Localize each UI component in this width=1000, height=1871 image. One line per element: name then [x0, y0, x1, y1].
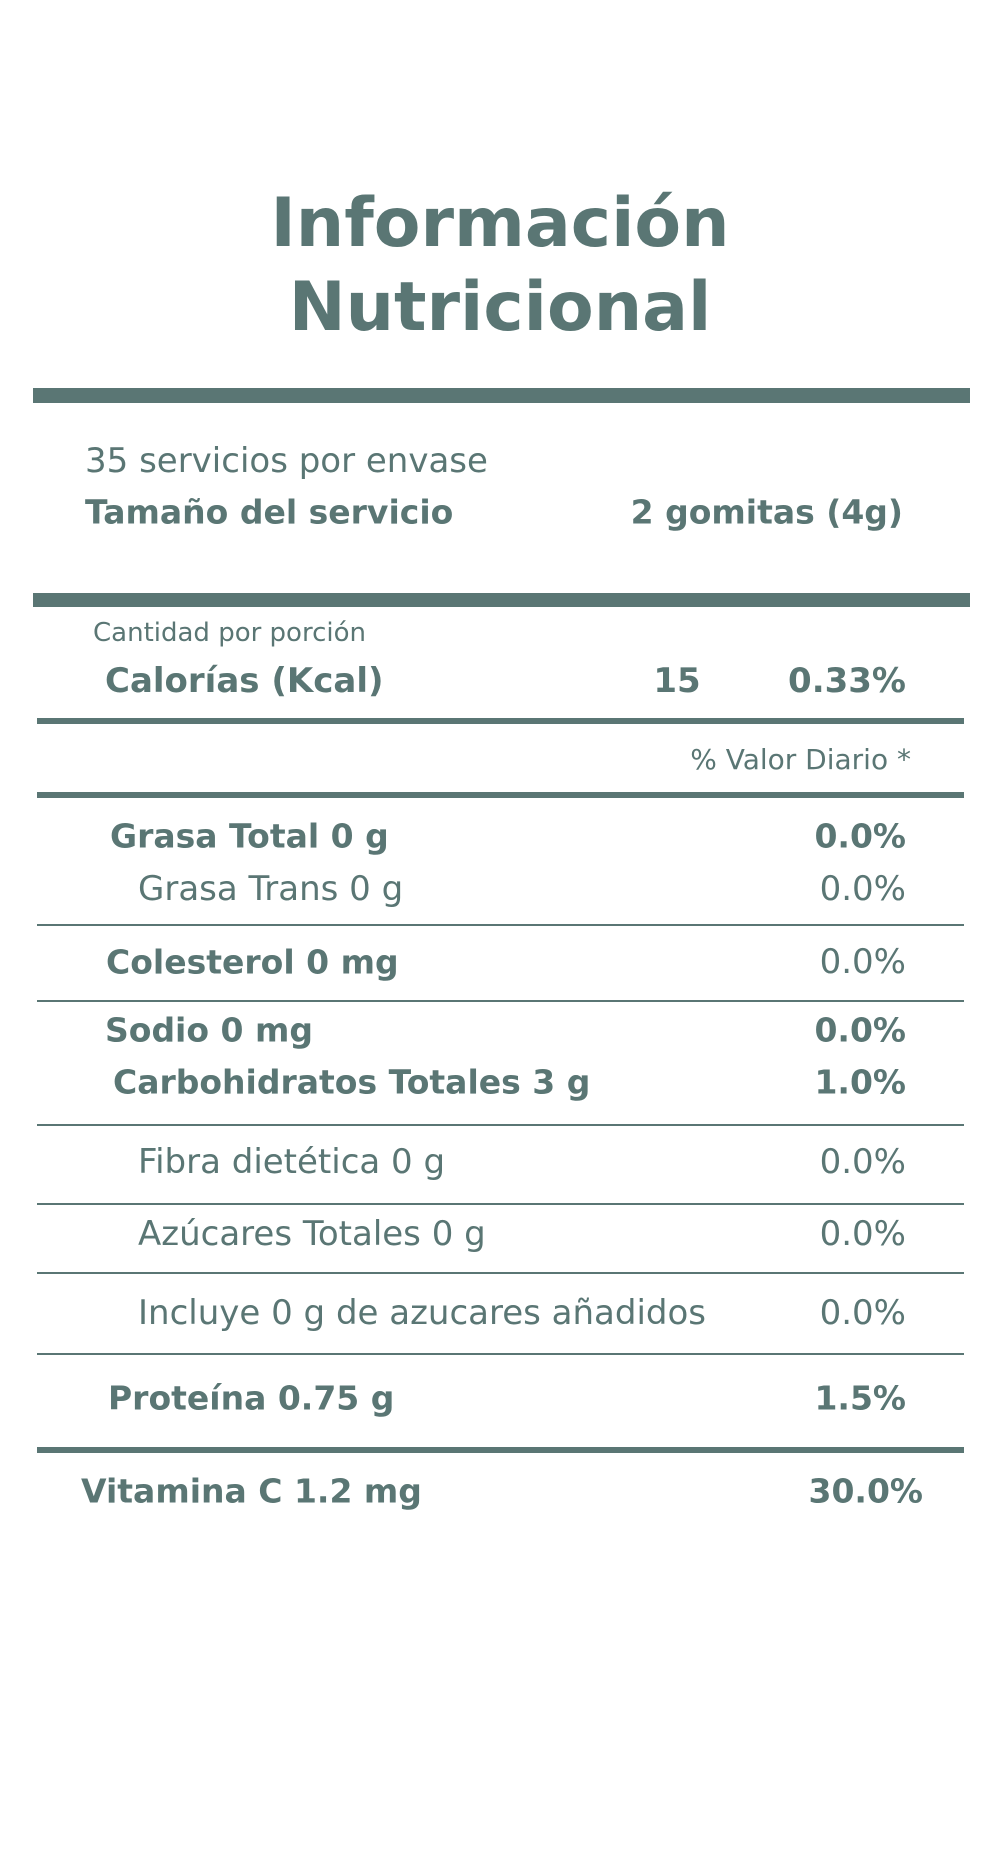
divider — [37, 1272, 964, 1274]
nutrient-percent: 0.0% — [819, 1214, 906, 1254]
nutrient-percent: 0.0% — [819, 1293, 906, 1333]
title: Información — [270, 184, 730, 263]
divider — [37, 1124, 964, 1126]
divider — [37, 924, 964, 926]
divider — [37, 718, 964, 724]
nutrient-label: Proteína 0.75 g — [108, 1378, 395, 1418]
daily-value-header: % Valor Diario * — [690, 743, 911, 776]
calories-label: Calorías (Kcal) — [105, 661, 384, 701]
nutrient-percent: 0.0% — [819, 1142, 906, 1182]
calories-percent: 0.33% — [788, 661, 906, 701]
servings: 35 servicios por envase — [85, 441, 488, 481]
divider — [37, 1000, 964, 1002]
nutrient-label: Sodio 0 mg — [105, 1010, 313, 1050]
divider — [37, 1447, 964, 1453]
divider — [37, 792, 964, 798]
nutrient-label: Grasa Total 0 g — [110, 816, 389, 856]
nutrient-percent: 0.0% — [819, 942, 906, 982]
nutrient-percent: 0.0% — [814, 816, 906, 856]
nutrient-label: Incluye 0 g de azucares añadidos — [138, 1293, 707, 1333]
nutrient-label: Colesterol 0 mg — [106, 942, 399, 982]
nutrient-percent: 0.0% — [819, 869, 906, 909]
nutrient-percent: 1.0% — [814, 1062, 906, 1102]
nutrient-label: Grasa Trans 0 g — [138, 869, 404, 909]
nutrient-percent: 1.5% — [814, 1378, 906, 1418]
divider — [37, 1353, 964, 1355]
amount-per-serving: Cantidad por porción — [93, 618, 366, 648]
serving-size-label: Tamaño del servicio — [85, 492, 454, 532]
nutrient-percent: 30.0% — [808, 1471, 924, 1511]
nutrient-label: Fibra dietética 0 g — [138, 1142, 446, 1182]
title: Nutricional — [288, 268, 712, 347]
divider — [33, 593, 970, 607]
serving-size-value: 2 gomitas (4g) — [630, 492, 903, 532]
divider — [33, 388, 970, 403]
calories-amount: 15 — [653, 661, 701, 701]
nutrient-label: Carbohidratos Totales 3 g — [113, 1062, 591, 1102]
nutrient-percent: 0.0% — [814, 1010, 906, 1050]
nutrient-label: Azúcares Totales 0 g — [138, 1214, 486, 1254]
divider — [37, 1203, 964, 1205]
nutrient-label: Vitamina C 1.2 mg — [81, 1471, 422, 1511]
